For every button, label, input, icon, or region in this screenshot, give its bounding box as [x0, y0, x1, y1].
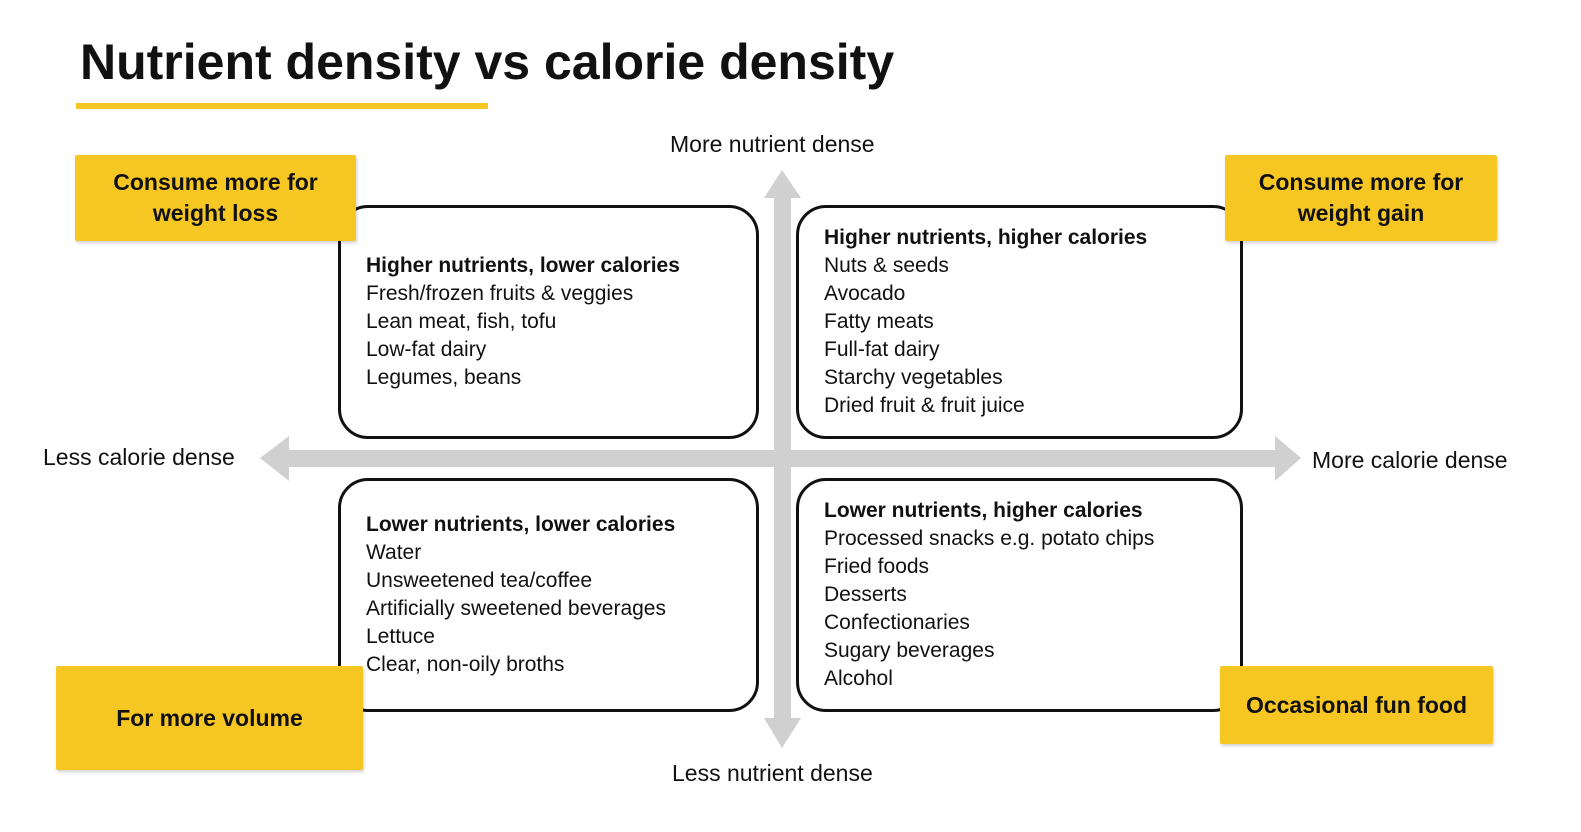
right-arrow-head [1275, 436, 1301, 481]
list-item: Water [366, 541, 422, 564]
list-item: Artificially sweetened beverages [366, 597, 666, 620]
quadrant-heading: Higher nutrients, higher calories [824, 226, 1148, 249]
list-item: Low-fat dairy [366, 338, 487, 361]
down-arrow-head [764, 718, 801, 748]
axis-label-top: More nutrient dense [670, 131, 875, 157]
tag-occasional-fun-food: Occasional fun food [1220, 666, 1493, 744]
list-item: Unsweetened tea/coffee [366, 569, 593, 592]
list-item: Desserts [824, 583, 907, 606]
tag-more-volume: For more volume [56, 666, 363, 770]
quadrant-list: Nuts & seeds Avocado Fatty meats Full-fa… [824, 252, 1240, 420]
quadrant-heading: Lower nutrients, higher calories [824, 499, 1143, 522]
axis-label-bottom: Less nutrient dense [672, 760, 873, 786]
list-item: Full-fat dairy [824, 338, 940, 361]
up-arrow-head [764, 170, 801, 198]
axis-label-right: More calorie dense [1312, 447, 1508, 473]
quadrant-heading: Lower nutrients, lower calories [366, 513, 676, 536]
title-underline [76, 103, 488, 109]
list-item: Alcohol [824, 667, 893, 690]
list-item: Sugary beverages [824, 639, 995, 662]
quadrant-list: Fresh/frozen fruits & veggies Lean meat,… [366, 280, 756, 392]
list-item: Starchy vegetables [824, 366, 1003, 389]
axis-label-left: Less calorie dense [43, 444, 235, 470]
list-item: Fresh/frozen fruits & veggies [366, 282, 634, 305]
list-item: Confectionaries [824, 611, 970, 634]
list-item: Dried fruit & fruit juice [824, 394, 1025, 417]
list-item: Fried foods [824, 555, 930, 578]
quadrant-bottom-right: Lower nutrients, higher calories Process… [796, 478, 1243, 712]
tag-weight-gain: Consume more for weight gain [1225, 155, 1497, 241]
tag-weight-loss: Consume more for weight loss [75, 155, 356, 241]
quadrant-bottom-left: Lower nutrients, lower calories Water Un… [338, 478, 759, 712]
page-title: Nutrient density vs calorie density [80, 34, 895, 90]
list-item: Fatty meats [824, 310, 934, 333]
list-item: Legumes, beans [366, 366, 522, 389]
list-item: Lettuce [366, 625, 435, 648]
horizontal-axis-line [286, 450, 1279, 467]
quadrant-top-right: Higher nutrients, higher calories Nuts &… [796, 205, 1243, 439]
quadrant-top-left: Higher nutrients, lower calories Fresh/f… [338, 205, 759, 439]
list-item: Avocado [824, 282, 906, 305]
list-item: Clear, non-oily broths [366, 653, 565, 676]
quadrant-list: Water Unsweetened tea/coffee Artificiall… [366, 539, 756, 679]
quadrant-list: Processed snacks e.g. potato chips Fried… [824, 525, 1240, 693]
list-item: Nuts & seeds [824, 254, 949, 277]
list-item: Lean meat, fish, tofu [366, 310, 557, 333]
quadrant-heading: Higher nutrients, lower calories [366, 254, 680, 277]
list-item: Processed snacks e.g. potato chips [824, 527, 1155, 550]
left-arrow-head [260, 436, 289, 481]
